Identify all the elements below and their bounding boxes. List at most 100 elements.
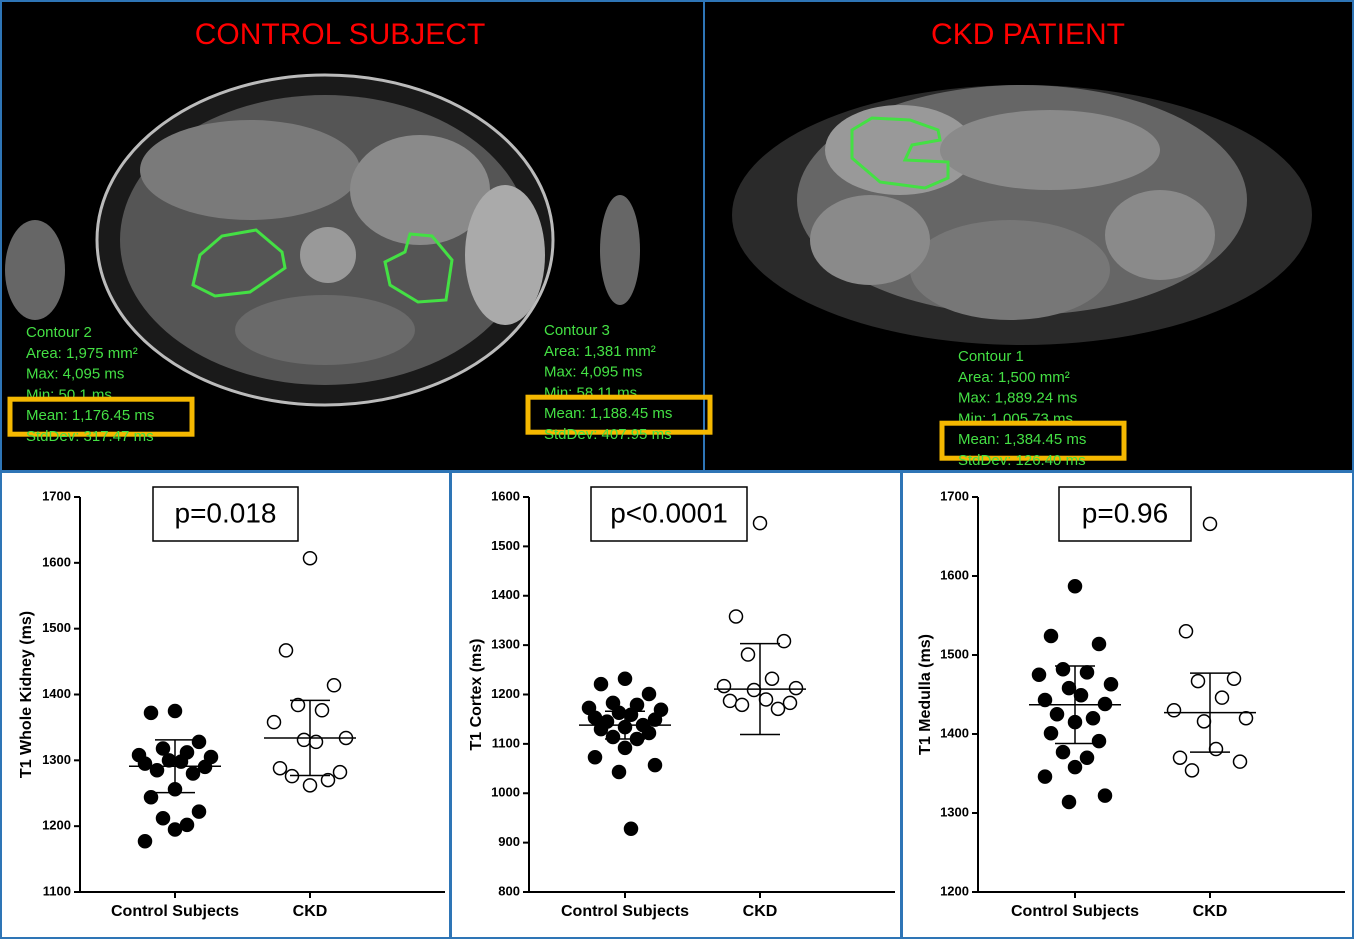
data-point	[1103, 676, 1119, 692]
contour-stat: Max: 4,095 ms	[544, 364, 642, 381]
data-point	[1166, 703, 1182, 718]
data-point	[776, 633, 792, 649]
chart-panel	[901, 471, 1354, 939]
data-point	[1172, 750, 1188, 765]
contour-stat: Max: 1,889.24 ms	[958, 390, 1077, 407]
data-point	[1085, 710, 1101, 726]
y-tick-label: 1100	[492, 735, 520, 750]
data-point	[611, 705, 627, 721]
data-point	[1226, 671, 1242, 686]
data-point	[1238, 710, 1254, 726]
y-tick-label: 1200	[42, 818, 71, 833]
data-point	[296, 732, 312, 748]
data-point	[1079, 750, 1095, 765]
data-point	[272, 760, 288, 776]
data-point	[167, 822, 183, 837]
y-tick-label: 800	[498, 883, 520, 898]
data-point	[1196, 714, 1212, 729]
data-point	[770, 701, 786, 717]
data-point	[302, 778, 318, 793]
data-point	[641, 686, 657, 702]
annotation: p=0.018	[175, 497, 277, 528]
data-point	[617, 671, 633, 686]
data-point	[716, 678, 732, 694]
data-point	[137, 756, 153, 771]
y-tick-label: 1400	[940, 725, 969, 740]
contour-stat: Contour 2	[26, 324, 92, 341]
data-point	[1055, 744, 1071, 760]
data-point	[1079, 665, 1095, 680]
data-point	[1031, 667, 1047, 682]
contour-stat: StdDev: 317.47 ms	[26, 428, 154, 445]
data-point	[266, 714, 282, 730]
y-tick-label: 1600	[42, 554, 71, 569]
data-point	[1178, 624, 1194, 639]
contour-stat: Mean: 1,188.45 ms	[544, 405, 672, 422]
data-point	[155, 811, 171, 826]
data-point	[1202, 516, 1218, 532]
image-title: CKD PATIENT	[931, 18, 1125, 51]
data-point	[1232, 754, 1248, 769]
x-tick-label: Control Subjects	[1011, 903, 1139, 920]
data-point	[179, 817, 195, 833]
data-point	[1049, 707, 1065, 722]
data-point	[278, 643, 294, 658]
data-point	[1184, 763, 1200, 778]
data-point	[623, 707, 639, 722]
data-point	[143, 705, 159, 721]
chart-panel	[0, 471, 451, 939]
data-point	[1073, 688, 1089, 703]
data-point	[1061, 680, 1077, 696]
annotation-box	[1058, 486, 1192, 542]
y-axis-label: T1 Cortex (ms)	[468, 638, 485, 750]
data-point	[1190, 673, 1206, 689]
data-point	[593, 676, 609, 692]
chart-panel	[450, 471, 902, 939]
data-point	[137, 834, 153, 849]
data-point	[326, 678, 342, 693]
y-tick-label: 1300	[940, 804, 969, 819]
x-tick-label: Control Subjects	[111, 903, 239, 920]
data-point	[167, 703, 183, 719]
image-title: CONTROL SUBJECT	[195, 18, 486, 51]
data-point	[191, 734, 207, 750]
contour-stat: Max: 4,095 ms	[26, 366, 124, 383]
y-tick-label: 1200	[491, 686, 520, 701]
y-tick-label: 1000	[491, 785, 520, 800]
data-point	[752, 515, 768, 531]
highlight-box	[939, 420, 1127, 461]
data-point	[611, 764, 627, 780]
data-point	[1091, 636, 1107, 652]
y-tick-label: 1500	[42, 620, 71, 635]
data-point	[332, 764, 348, 780]
data-point	[1067, 579, 1083, 594]
annotation-box	[590, 486, 748, 542]
x-tick-label: CKD	[1193, 903, 1228, 920]
data-point	[155, 741, 171, 756]
y-tick-label: 1200	[940, 883, 969, 898]
y-tick-label: 900	[498, 834, 520, 849]
data-point	[740, 647, 756, 662]
data-point	[320, 772, 336, 788]
data-point	[605, 729, 621, 745]
contour-stat: Mean: 1,176.45 ms	[26, 407, 154, 424]
y-tick-label: 1600	[491, 488, 520, 503]
data-point	[1061, 794, 1077, 810]
data-point	[1037, 769, 1053, 784]
y-tick-label: 1700	[940, 488, 969, 503]
y-tick-label: 1500	[940, 646, 969, 661]
data-point	[617, 740, 633, 756]
data-point	[161, 753, 177, 768]
data-point	[1091, 733, 1107, 749]
data-point	[734, 697, 750, 713]
data-point	[1214, 690, 1230, 705]
y-tick-label: 1400	[491, 587, 520, 602]
data-point	[647, 712, 663, 727]
data-point	[302, 550, 318, 566]
data-point	[587, 749, 603, 765]
data-point	[758, 692, 774, 707]
data-point	[782, 695, 798, 711]
data-point	[623, 821, 639, 837]
contour-stat: Contour 1	[958, 348, 1024, 365]
